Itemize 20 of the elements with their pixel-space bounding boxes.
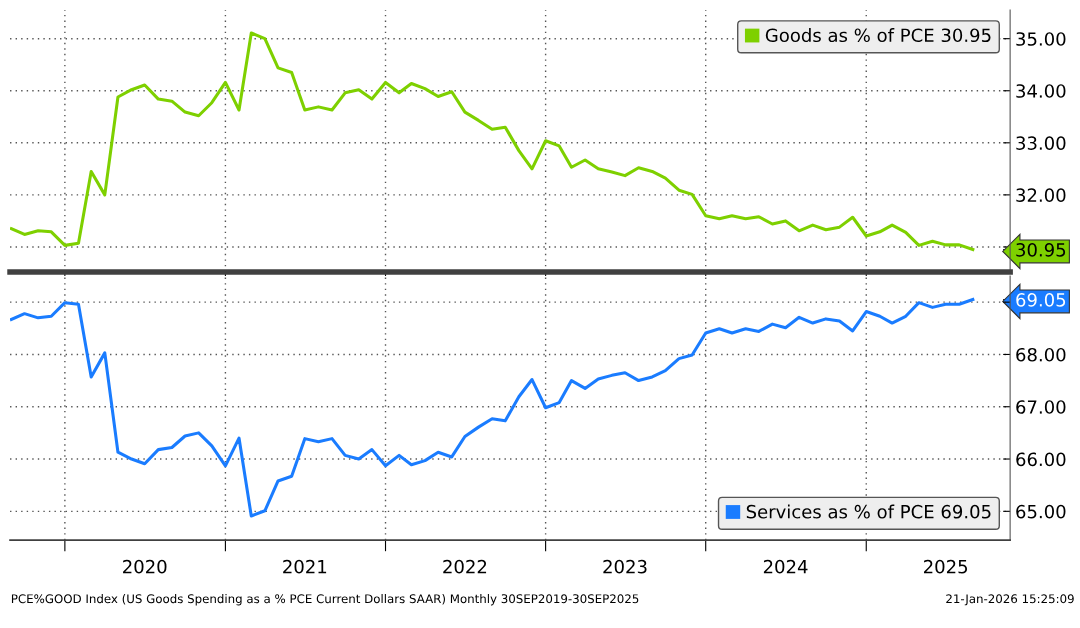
x-tick-label: 2021	[283, 559, 327, 574]
x-tick-label: 2022	[443, 559, 487, 574]
y-tick-label: 35.00	[1016, 32, 1066, 46]
y-tick-label: 65.00	[1016, 504, 1066, 519]
x-tick-label: 2024	[763, 559, 808, 574]
text: 21-Jan-2026 15:25:09	[946, 594, 1074, 606]
text: PCE%GOOD Index (US Goods Spending as a % PCE Current Dollars SAAR) Monthly 30SEP2019-30SEP2025	[11, 594, 639, 606]
legend-label: Goods as % of PCE 30.95	[765, 28, 991, 43]
x-tick-label: 2023	[603, 559, 647, 574]
x-tick-label: 2020	[123, 559, 167, 574]
y-tick-label: 34.00	[1016, 84, 1066, 98]
y-tick-label: 68.00	[1016, 347, 1066, 362]
y-tick-label: 33.00	[1016, 136, 1066, 150]
y-tick-label: 32.00	[1016, 188, 1066, 202]
y-tick-label: 66.00	[1016, 452, 1066, 467]
y-tick-label: 67.00	[1016, 400, 1066, 414]
legend-label: Services as % of PCE 69.05	[746, 504, 991, 519]
y-tick-label: 69.05	[1016, 293, 1066, 307]
x-tick-label: 2025	[923, 559, 968, 574]
y-tick-label: 30.95	[1016, 243, 1066, 257]
